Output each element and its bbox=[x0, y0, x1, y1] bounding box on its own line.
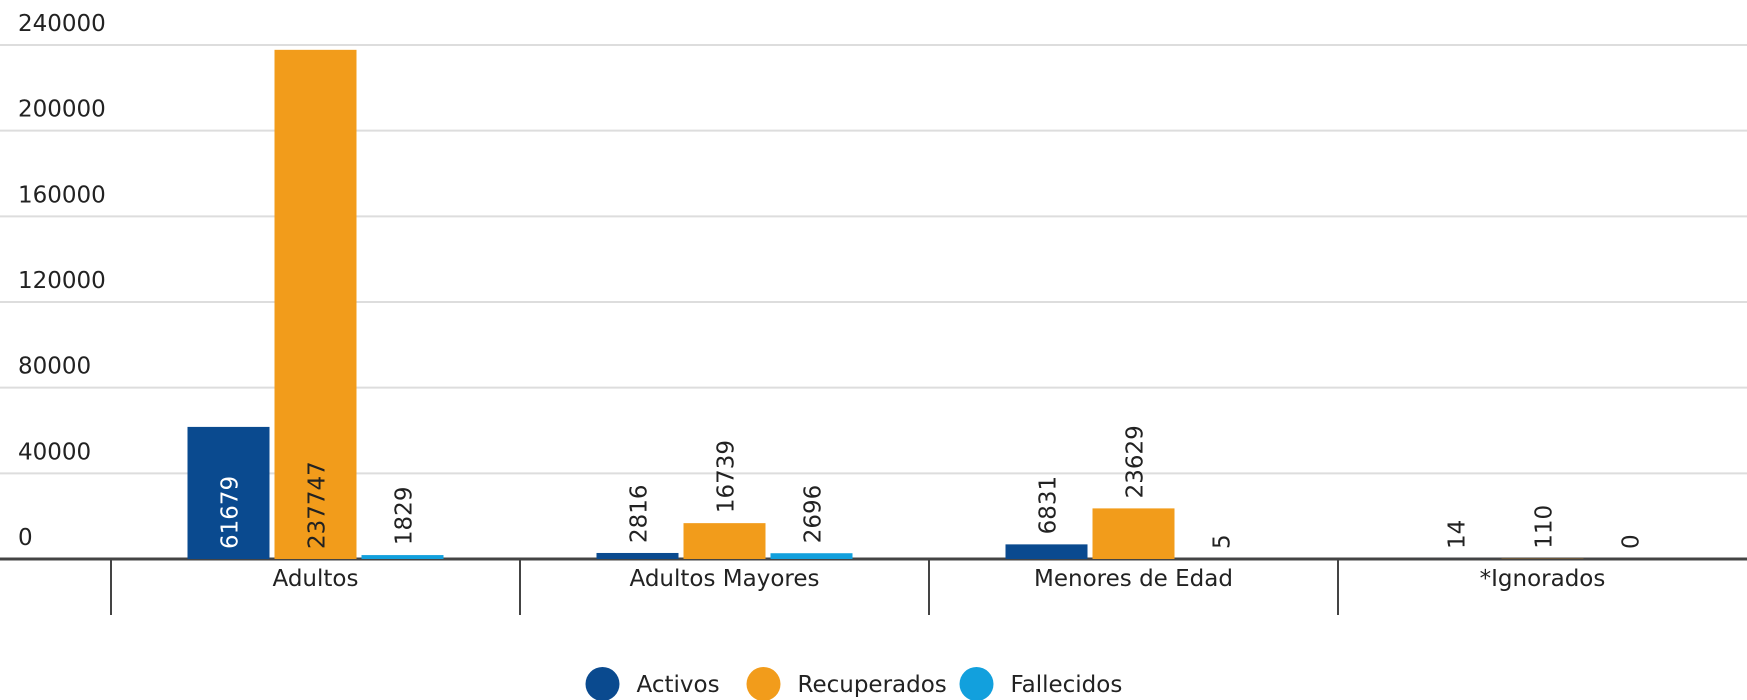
value-label: 5 bbox=[1210, 534, 1236, 549]
bar bbox=[274, 49, 357, 560]
value-label: 2696 bbox=[801, 485, 827, 544]
legend-label: Fallecidos bbox=[1011, 672, 1123, 698]
value-label: 2816 bbox=[627, 484, 653, 543]
value-label: 61679 bbox=[218, 476, 244, 549]
bar bbox=[361, 555, 444, 559]
bar bbox=[1005, 544, 1088, 559]
legend-swatch bbox=[959, 667, 994, 700]
value-label: 16739 bbox=[714, 440, 740, 513]
y-tick-label: 160000 bbox=[18, 182, 106, 208]
bar bbox=[596, 552, 679, 559]
y-tick-label: 240000 bbox=[18, 11, 106, 37]
y-tick-label: 80000 bbox=[18, 354, 91, 380]
y-tick-label: 40000 bbox=[18, 439, 91, 465]
value-label: 14 bbox=[1445, 520, 1471, 549]
bar bbox=[770, 553, 853, 559]
x-tick-label: *Ignorados bbox=[1480, 566, 1606, 592]
bar bbox=[1092, 508, 1175, 559]
value-label: 6831 bbox=[1036, 476, 1062, 535]
x-tick-label: Adultos Mayores bbox=[630, 566, 820, 592]
y-tick-label: 120000 bbox=[18, 268, 106, 294]
legend-swatch bbox=[585, 667, 620, 700]
legend-label: Activos bbox=[637, 672, 720, 698]
bar bbox=[683, 523, 766, 559]
x-tick-label: Menores de Edad bbox=[1034, 566, 1233, 592]
x-tick-label: Adultos bbox=[273, 566, 359, 592]
y-tick-label: 0 bbox=[18, 525, 33, 551]
value-label: 1829 bbox=[392, 487, 418, 546]
value-label: 0 bbox=[1619, 534, 1645, 549]
y-tick-label: 200000 bbox=[18, 97, 106, 123]
bar bbox=[187, 426, 270, 559]
value-label: 110 bbox=[1532, 505, 1558, 549]
legend-swatch bbox=[746, 667, 781, 700]
legend-label: Recuperados bbox=[798, 672, 947, 698]
value-label: 23629 bbox=[1123, 425, 1149, 498]
value-label: 237747 bbox=[305, 461, 331, 549]
